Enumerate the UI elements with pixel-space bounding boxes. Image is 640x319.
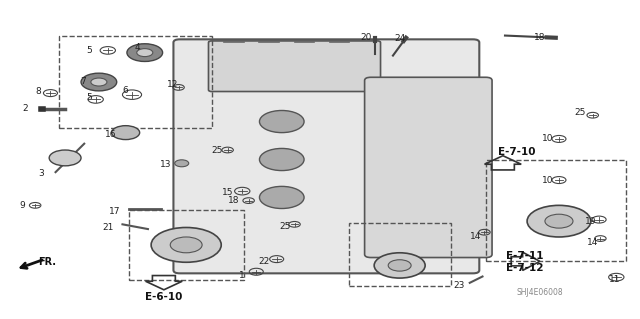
Text: 9: 9 [19,201,25,210]
Text: SHJ4E06008: SHJ4E06008 [516,288,563,297]
Text: 17: 17 [109,207,120,216]
Text: 20: 20 [360,33,372,42]
Text: 22: 22 [259,257,269,266]
Text: 15: 15 [222,188,234,197]
Text: 2: 2 [23,104,28,113]
Circle shape [49,150,81,166]
Text: 12: 12 [166,80,178,89]
Text: 19: 19 [585,217,596,226]
Circle shape [111,126,140,140]
Bar [486,160,626,261]
Circle shape [527,205,591,237]
Text: 5: 5 [86,93,92,102]
Text: 10: 10 [542,175,554,185]
Text: 6: 6 [123,86,129,95]
Circle shape [151,227,221,262]
Circle shape [388,260,411,271]
Text: 8: 8 [35,87,41,96]
FancyBboxPatch shape [365,77,492,257]
Text: 25: 25 [574,108,586,117]
Text: E-7-11: E-7-11 [506,251,544,261]
Text: FR.: FR. [38,257,56,267]
Text: 25: 25 [279,222,291,231]
Circle shape [545,214,573,228]
Circle shape [259,186,304,209]
Text: 23: 23 [453,281,465,290]
Text: 25: 25 [211,146,223,155]
Bar [59,36,212,128]
Text: 3: 3 [38,169,44,178]
Text: 10: 10 [542,134,554,144]
Text: 5: 5 [86,46,92,55]
Text: 14: 14 [470,232,482,241]
Text: 16: 16 [105,130,116,139]
Circle shape [259,148,304,171]
Text: 11: 11 [609,275,620,284]
Circle shape [81,73,116,91]
Circle shape [170,237,202,253]
Circle shape [175,160,189,167]
Text: 18: 18 [534,33,545,42]
Text: 21: 21 [103,223,114,232]
Bar [349,223,451,286]
Circle shape [91,78,107,86]
Text: E-6-10: E-6-10 [145,292,182,302]
Circle shape [374,253,425,278]
Text: 14: 14 [587,238,598,247]
Text: E-7-12: E-7-12 [506,263,544,273]
Text: 18: 18 [228,196,240,205]
Text: 1: 1 [239,271,245,280]
Text: 24: 24 [394,34,405,43]
Bar [129,210,244,280]
Text: E-7-10: E-7-10 [497,147,535,157]
Circle shape [137,48,153,56]
Text: 7: 7 [80,77,86,85]
Text: 4: 4 [134,43,140,52]
FancyBboxPatch shape [173,39,479,273]
Text: 13: 13 [160,160,172,169]
FancyBboxPatch shape [209,41,381,92]
Circle shape [259,110,304,133]
Circle shape [127,44,163,62]
